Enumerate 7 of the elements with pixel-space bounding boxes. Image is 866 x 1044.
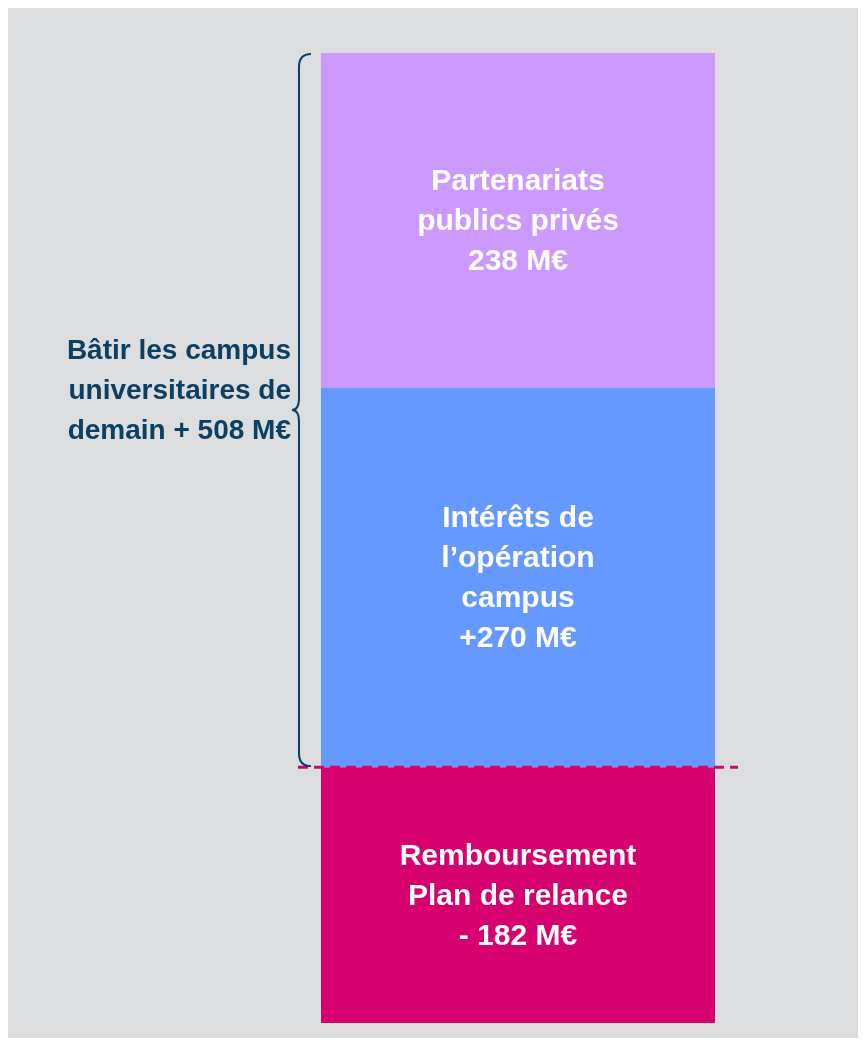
data-label: 238 M€ [466,242,570,279]
data-label: - 182 M€ [457,917,579,954]
data-label: +270 M€ [458,619,578,656]
text: Bâtir les campus universitaires de demain + 508 M€ [65,333,291,448]
series-label: Remboursement Plan de relance [398,837,638,914]
series-label: Intérêts de l’opération campus [440,499,596,616]
series-label: Partenariats publics privés [416,162,620,239]
